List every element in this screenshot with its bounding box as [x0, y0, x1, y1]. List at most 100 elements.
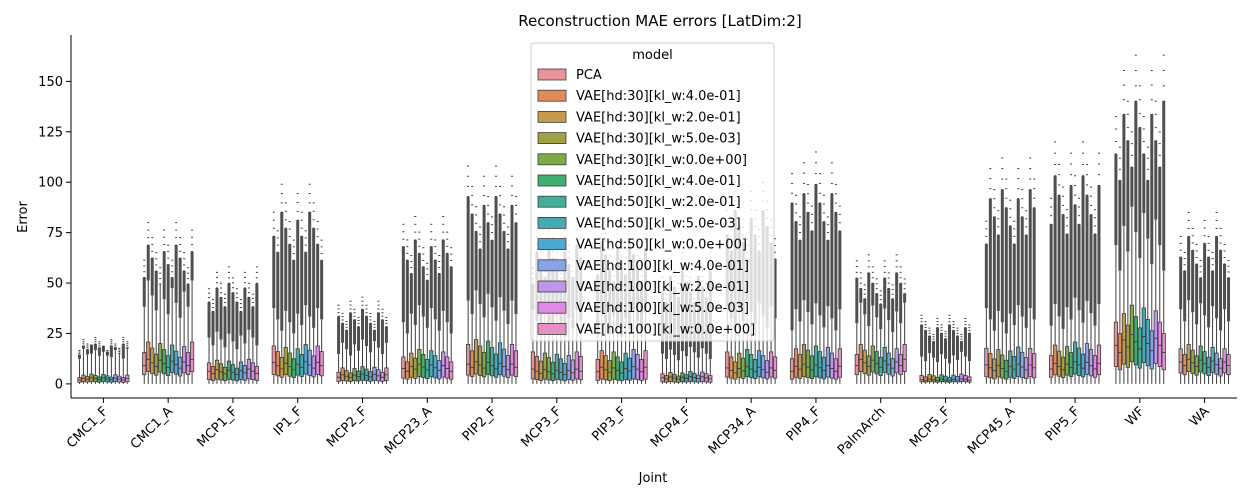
outlier-point [1082, 141, 1085, 143]
outlier-point [353, 315, 356, 317]
outlier-point [495, 175, 498, 177]
outlier-point [1005, 188, 1008, 190]
outlier-point [341, 316, 344, 318]
outlier-point [316, 236, 319, 238]
outlier-point [1183, 264, 1186, 266]
outlier-point [932, 340, 935, 342]
outlier-point [795, 221, 798, 223]
outlier-point [1021, 216, 1024, 218]
outlier-point [126, 341, 129, 343]
outlier-point [964, 318, 967, 320]
box [417, 349, 422, 377]
box [433, 355, 438, 379]
outlier-point [122, 341, 125, 343]
outlier-point [175, 222, 178, 224]
box-group-WF [1113, 54, 1166, 384]
box [542, 352, 547, 380]
outlier-point [487, 196, 490, 198]
box [607, 360, 612, 381]
outlier-point [1138, 85, 1141, 87]
box [1096, 344, 1102, 376]
outlier-point [487, 204, 490, 206]
outlier-point [179, 250, 182, 252]
outlier-point [430, 223, 433, 225]
legend-swatch [537, 68, 567, 81]
outlier-point [855, 277, 858, 279]
outlier-point [936, 327, 939, 329]
box [1182, 354, 1187, 376]
legend-label: VAE[hd:30][kl_w:4.0e-01] [576, 89, 741, 104]
outlier-point [1162, 54, 1165, 56]
box-group-CMC1_F [77, 337, 130, 384]
outlier-point [895, 272, 898, 274]
outlier-point [102, 345, 105, 347]
box [988, 353, 993, 379]
outlier-point [418, 252, 421, 254]
outlier-point [223, 293, 226, 295]
outlier-point [179, 243, 182, 245]
outlier-point [231, 287, 234, 289]
outlier-point [863, 293, 866, 295]
outlier-point [90, 347, 93, 349]
outlier-point [438, 267, 441, 269]
box [307, 349, 312, 376]
outlier-point [503, 214, 506, 216]
outlier-point [1146, 157, 1149, 159]
outlier-point [247, 287, 250, 289]
outlier-point [1025, 226, 1028, 228]
box [951, 374, 956, 383]
outlier-point [997, 218, 1000, 220]
box [1157, 321, 1162, 367]
outlier-point [1146, 179, 1149, 181]
outlier-point [369, 316, 372, 318]
outlier-point [1142, 153, 1145, 155]
x-tick-label: CMC1_A [128, 404, 176, 452]
outlier-point [212, 299, 215, 301]
outlier-point [1146, 168, 1149, 170]
outlier-point [446, 252, 449, 254]
outlier-point [110, 339, 113, 341]
box [817, 351, 823, 379]
outlier-point [1054, 141, 1057, 143]
outlier-point [1017, 168, 1020, 170]
outlier-point [300, 227, 303, 229]
box [279, 356, 284, 378]
box [1198, 345, 1203, 373]
outlier-point [255, 266, 258, 268]
outlier-point [422, 266, 425, 268]
outlier-point [288, 236, 291, 238]
outlier-point [227, 266, 230, 268]
outlier-point [191, 243, 194, 245]
outlier-point [361, 308, 364, 310]
outlier-point [414, 216, 417, 217]
outlier-point [110, 343, 113, 345]
outlier-point [308, 193, 311, 195]
outlier-point [385, 326, 388, 328]
outlier-point [208, 297, 211, 299]
outlier-point [442, 239, 445, 241]
outlier-point [90, 349, 93, 351]
outlier-point [960, 340, 963, 342]
outlier-point [1058, 184, 1061, 186]
outlier-point [1074, 175, 1077, 177]
outlier-point [891, 298, 894, 300]
outlier-point [151, 257, 154, 259]
outlier-point [143, 271, 146, 273]
outlier-point [952, 321, 955, 323]
outlier-point [1179, 242, 1182, 244]
outlier-point [795, 194, 798, 196]
outlier-point [467, 196, 470, 198]
outlier-point [1074, 204, 1077, 206]
box [619, 361, 624, 382]
outlier-point [438, 261, 441, 263]
outlier-point [147, 229, 150, 231]
outlier-point [1066, 217, 1069, 219]
outlier-point [806, 202, 809, 204]
box [562, 363, 567, 382]
outlier-point [272, 227, 275, 229]
outlier-point [791, 173, 794, 175]
outlier-point [167, 244, 170, 246]
outlier-point [1066, 233, 1069, 235]
outlier-point [993, 207, 996, 209]
outlier-point [231, 282, 234, 284]
